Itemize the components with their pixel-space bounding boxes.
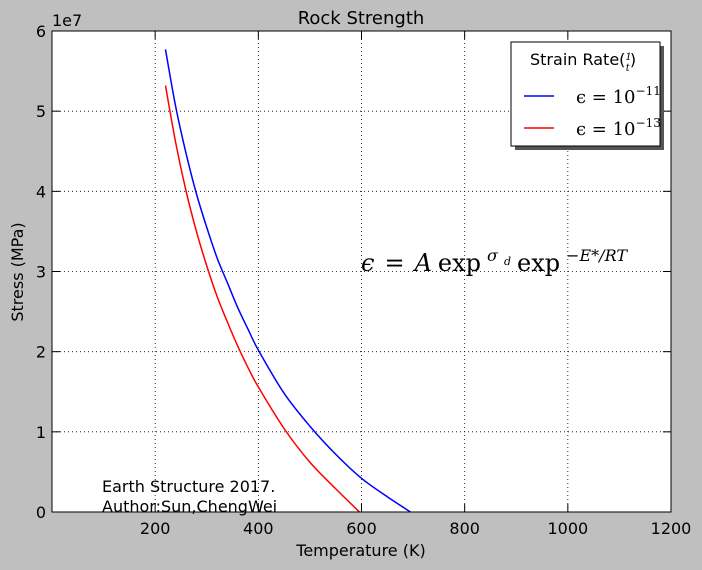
- x-tick-label: 1000: [547, 519, 588, 538]
- series-layer: [164, 49, 411, 513]
- equation-sup1: σ: [487, 246, 499, 265]
- legend-label-base: ϵ = 10: [576, 119, 636, 140]
- annotation-line-1: Earth Structure 2017.: [102, 477, 275, 496]
- x-tick-label: 200: [140, 519, 171, 538]
- annotation-line-2: Author:Sun,ChengWei: [102, 497, 277, 516]
- legend-title-paren-open: (: [619, 50, 625, 69]
- legend-title-paren-close: ): [630, 50, 636, 69]
- equation-sup1-sub: d: [504, 255, 511, 268]
- y-tick-label: 5: [36, 102, 46, 121]
- x-tick-label: 800: [449, 519, 480, 538]
- legend-label-1: ϵ = 10−11: [576, 84, 661, 108]
- y-offset-label: 1e7: [52, 11, 82, 30]
- equation-sup2: −E*/RT: [566, 246, 628, 265]
- equation-exp2: exp: [517, 249, 560, 277]
- legend-label-exponent: −11: [636, 84, 661, 98]
- equation-annotation: ϵ = A exp σ d exp −E*/RT: [361, 241, 628, 277]
- equation-exp1: exp: [438, 249, 481, 277]
- y-tick-label: 4: [36, 182, 46, 201]
- legend-label-2: ϵ = 10−13: [576, 116, 661, 140]
- equation-equals: =: [384, 249, 404, 277]
- legend: Strain Rate(1 t) ϵ = 10−11ϵ = 10−13: [510, 41, 664, 150]
- chart-title: Rock Strength: [298, 8, 425, 29]
- legend-title-text: Strain Rate: [530, 50, 619, 69]
- legend-label-base: ϵ = 10: [576, 87, 636, 108]
- y-tick-label: 1: [36, 423, 46, 442]
- y-tick-label: 3: [36, 263, 46, 282]
- series-line-2: [164, 85, 360, 513]
- x-tick-label: 1200: [651, 519, 692, 538]
- y-tick-label: 6: [36, 22, 46, 41]
- legend-title-frac-den: t: [626, 63, 631, 74]
- grid-layer: [52, 31, 671, 512]
- x-tick-label: 400: [243, 519, 274, 538]
- equation-a: A: [413, 249, 432, 277]
- y-axis-label: Stress (MPa): [8, 222, 27, 321]
- tick-layer: 200 400 600 800 1000 1200 0 1 2 3 4 5 6: [36, 22, 692, 538]
- y-tick-label: 2: [36, 343, 46, 362]
- svg-text:ϵ = A: ϵ = A exp σ d exp −E*/RT: [361, 241, 628, 277]
- x-tick-label: 600: [346, 519, 377, 538]
- x-axis-label: Temperature (K): [295, 541, 425, 560]
- legend-title-frac-num: 1: [625, 52, 631, 63]
- equation-lhs: ϵ: [361, 249, 374, 277]
- y-tick-label: 0: [36, 503, 46, 522]
- series-line-1: [164, 49, 411, 513]
- legend-items: ϵ = 10−11ϵ = 10−13: [524, 84, 661, 140]
- legend-title: Strain Rate(1 t): [530, 50, 636, 74]
- legend-label-exponent: −13: [636, 116, 661, 130]
